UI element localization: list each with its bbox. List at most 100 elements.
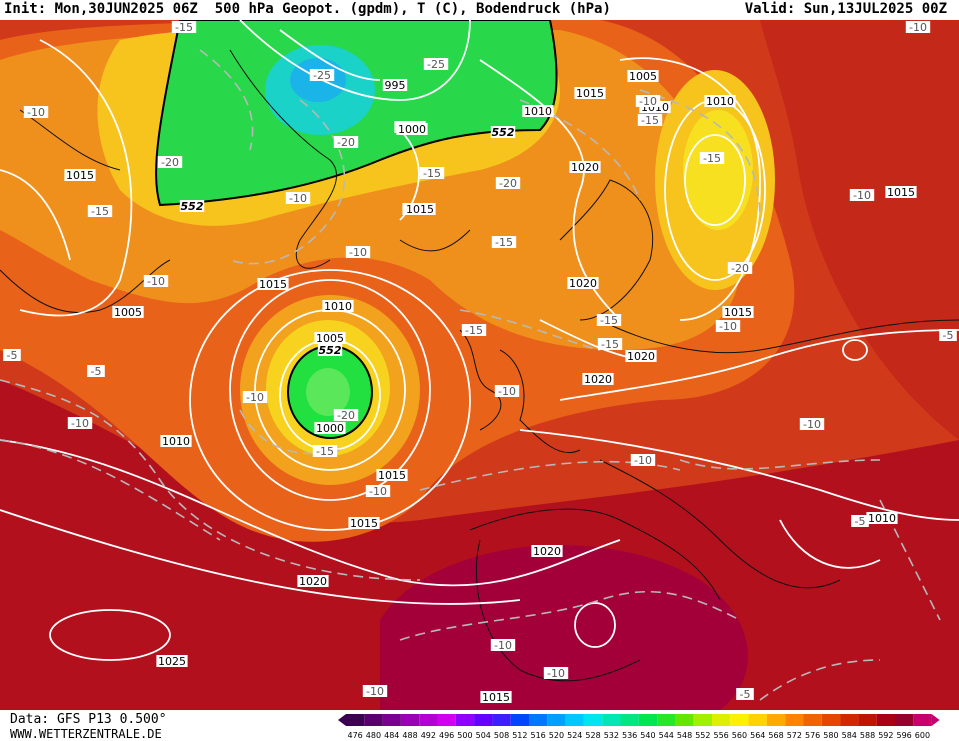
- isobar-label-text: 1005: [114, 306, 142, 319]
- isobar-label-text: 1010: [324, 300, 352, 313]
- isobar-labels: 1000 995 1000 1005 1010 1015 1015 1015 1015 1005 1…: [64, 70, 917, 704]
- scale-tick-label: 500: [457, 731, 472, 740]
- isobar-label: 1015: [480, 691, 512, 704]
- scale-tick-label: 524: [567, 731, 582, 740]
- isobar-label: 1020: [531, 545, 563, 558]
- temperature-label: -10: [635, 95, 661, 108]
- temperature-label-text: -15: [495, 236, 513, 249]
- isobar-label-bg: [348, 517, 380, 529]
- temperature-label-bg: [939, 329, 957, 341]
- isobar-label: 1015: [574, 87, 606, 100]
- scale-swatch: [364, 714, 383, 726]
- scale-arrow-left: [338, 714, 346, 726]
- temperature-label-bg: [736, 688, 754, 700]
- isobar-label-bg: [376, 469, 408, 481]
- temperature-label-bg: [543, 667, 569, 679]
- isobar-label-bg: [396, 123, 428, 135]
- temperature-label-bg: [423, 58, 449, 70]
- temperature-label-bg: [67, 417, 93, 429]
- isobar-label: 1010: [866, 512, 898, 525]
- chart-title: 500 hPa Geopot. (gpdm), T (C), Bodendruc…: [214, 1, 611, 17]
- scale-tick-label: 580: [823, 731, 838, 740]
- scale-tick-label: 476: [348, 731, 363, 740]
- scale-swatch: [712, 714, 731, 726]
- temperature-label-bg: [143, 275, 169, 287]
- isobar-label-bg: [160, 435, 192, 447]
- geopotential-label-text: 552: [319, 344, 342, 357]
- isobar-label: 1005: [112, 306, 144, 319]
- isobar-label-bg: [404, 203, 436, 215]
- field-east-warm: [760, 20, 959, 440]
- isobar-label: 1015: [348, 517, 380, 530]
- isobar-label-text: 995: [385, 79, 406, 92]
- isobar-label-bg: [297, 575, 329, 587]
- isobar-label-text: 1005: [316, 332, 344, 345]
- temperature-label-text: -10: [147, 275, 165, 288]
- geopotential-label-bg: [317, 344, 343, 356]
- isobar-label-text: 1015: [406, 203, 434, 216]
- temperature-label-text: -10: [498, 385, 516, 398]
- temperature-label-bg: [461, 324, 487, 336]
- isobar-label-text: 1015: [350, 517, 378, 530]
- isobar-label-text: 1015: [576, 87, 604, 100]
- scale-tick-label: 600: [915, 731, 930, 740]
- temperature-label-bg: [851, 515, 869, 527]
- isobar-label: 1015: [885, 186, 917, 199]
- temperature-label: -10: [849, 189, 875, 202]
- isobar-label-text: 1020: [533, 545, 561, 558]
- temperature-label-text: -25: [427, 58, 445, 71]
- scale-swatch: [437, 714, 456, 726]
- isobar-label-text: 1020: [299, 575, 327, 588]
- temperature-label-text: -10: [803, 418, 821, 431]
- temperature-label: -15: [699, 152, 725, 165]
- isobar-label-text: 1010: [162, 435, 190, 448]
- temperature-label: -10: [143, 275, 169, 288]
- temperature-label: -10: [242, 391, 268, 404]
- temperature-label: -10: [362, 685, 388, 698]
- isobar-label-bg: [569, 161, 601, 173]
- isobar-label-text: 1000: [398, 123, 426, 136]
- temperature-label-text: -20: [161, 156, 179, 169]
- temperature-label-bg: [87, 365, 105, 377]
- scale-tick-label: 520: [549, 731, 564, 740]
- temperature-label-text: -20: [731, 262, 749, 275]
- scale-arrow-right: [931, 714, 940, 726]
- scale-swatch: [583, 714, 603, 726]
- scale-swatch: [400, 714, 420, 726]
- temperature-label-bg: [333, 136, 359, 148]
- scale-swatch: [858, 714, 877, 726]
- temperature-label-text: -20: [499, 177, 517, 190]
- temperature-labels: -15 -10 -20 -25 -25 -20 -15 -20 -15 -10 -10 -5 -5 -15…: [3, 21, 957, 701]
- scale-tick-label: 576: [805, 731, 820, 740]
- isobar-label-bg: [625, 350, 657, 362]
- temperature-label-bg: [87, 205, 113, 217]
- scale-swatch: [657, 714, 676, 726]
- temperature-label: -20: [333, 136, 359, 149]
- isobar-label-bg: [382, 79, 408, 91]
- scale-tick-label: 492: [421, 731, 436, 740]
- footer-bar: Data: GFS P13 0.500° WWW.WETTERZENTRALE.…: [0, 710, 959, 741]
- isobar-label-text: 1020: [571, 161, 599, 174]
- temperature-label-bg: [849, 189, 875, 201]
- isobar-label-bg: [531, 545, 563, 557]
- temperature-label: -5: [736, 688, 754, 701]
- scale-swatch: [803, 714, 822, 726]
- temperature-label-text: -15: [703, 152, 721, 165]
- temperature-label-text: -5: [855, 515, 866, 528]
- geopotential-label-bg: [490, 126, 516, 138]
- isobar-label-bg: [314, 422, 346, 434]
- temperature-label-text: -10: [909, 21, 927, 34]
- temperature-label-bg: [727, 262, 753, 274]
- temperature-label-text: -15: [175, 21, 193, 34]
- scale-swatch: [766, 714, 786, 726]
- scale-tick-label: 544: [659, 731, 674, 740]
- isobar-label: 1025: [156, 655, 188, 668]
- temperature-label: -10: [345, 246, 371, 259]
- temperature-label-bg: [362, 685, 388, 697]
- scale-tick-label: 496: [439, 731, 454, 740]
- temperature-label: -10: [494, 385, 520, 398]
- isobar-label-text: 1020: [627, 350, 655, 363]
- isobar-label-bg: [480, 691, 512, 703]
- scale-swatch: [895, 714, 914, 726]
- field-iberia-warm: [380, 545, 748, 710]
